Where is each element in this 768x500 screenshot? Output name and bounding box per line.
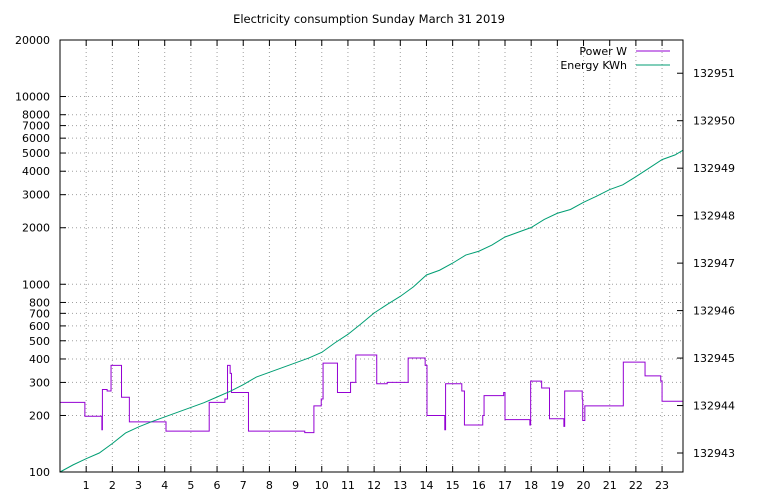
y2-tick-label: 132946 bbox=[693, 305, 735, 318]
y2-tick-label: 132947 bbox=[693, 257, 735, 270]
y-tick-label: 6000 bbox=[22, 132, 50, 145]
y-tick-label: 1000 bbox=[22, 278, 50, 291]
x-tick-label: 13 bbox=[393, 479, 407, 492]
y2-tick-label: 132943 bbox=[693, 447, 735, 460]
y-tick-label: 100 bbox=[29, 466, 50, 479]
series-line-energy bbox=[59, 149, 684, 473]
x-tick-label: 3 bbox=[135, 479, 142, 492]
legend: Power W Energy KWh bbox=[560, 45, 670, 72]
y2-tick-label: 132945 bbox=[693, 352, 735, 365]
legend-label-power: Power W bbox=[579, 45, 627, 58]
y-tick-label: 7000 bbox=[22, 120, 50, 133]
x-tick-label: 7 bbox=[240, 479, 247, 492]
x-tick-label: 6 bbox=[214, 479, 221, 492]
plot-frame bbox=[59, 39, 684, 473]
x-tick-label: 11 bbox=[341, 479, 355, 492]
x-tick-label: 17 bbox=[498, 479, 512, 492]
x-tick-label: 1 bbox=[83, 479, 90, 492]
x-tick-label: 19 bbox=[550, 479, 564, 492]
x-tick-label: 10 bbox=[315, 479, 329, 492]
y-tick-label: 200 bbox=[29, 409, 50, 422]
ticks: 1 2 3 4 5 6 7 8 9 10 11 12 13 14 15 16 17 18 19 20 21 22 23100… bbox=[15, 34, 735, 492]
series bbox=[59, 149, 684, 473]
chart-title: Electricity consumption Sunday March 31 … bbox=[233, 12, 505, 26]
x-tick-label: 2 bbox=[109, 479, 116, 492]
y-tick-label: 3000 bbox=[22, 189, 50, 202]
y2-tick-label: 132948 bbox=[693, 210, 735, 223]
x-tick-label: 21 bbox=[603, 479, 617, 492]
y-tick-label: 800 bbox=[29, 296, 50, 309]
x-tick-label: 4 bbox=[161, 479, 168, 492]
x-tick-label: 18 bbox=[524, 479, 538, 492]
x-tick-label: 16 bbox=[472, 479, 486, 492]
x-tick-label: 5 bbox=[187, 479, 194, 492]
y2-tick-label: 132951 bbox=[693, 67, 735, 80]
y-tick-label: 400 bbox=[29, 353, 50, 366]
x-tick-label: 8 bbox=[266, 479, 273, 492]
x-tick-label: 22 bbox=[629, 479, 643, 492]
series-line-power bbox=[60, 354, 683, 434]
y2-tick-label: 132950 bbox=[693, 115, 735, 128]
y-tick-label: 20000 bbox=[15, 34, 50, 47]
x-tick-label: 23 bbox=[655, 479, 669, 492]
y-tick-label: 4000 bbox=[22, 165, 50, 178]
x-tick-label: 9 bbox=[292, 479, 299, 492]
x-tick-label: 15 bbox=[446, 479, 460, 492]
legend-label-energy: Energy KWh bbox=[560, 59, 627, 72]
x-tick-label: 12 bbox=[367, 479, 381, 492]
y-tick-label: 10000 bbox=[15, 91, 50, 104]
y-tick-label: 300 bbox=[29, 376, 50, 389]
y-tick-label: 600 bbox=[29, 320, 50, 333]
x-tick-label: 20 bbox=[577, 479, 591, 492]
y2-tick-label: 132944 bbox=[693, 400, 735, 413]
y-tick-label: 700 bbox=[29, 307, 50, 320]
x-tick-label: 14 bbox=[419, 479, 433, 492]
y2-tick-label: 132949 bbox=[693, 162, 735, 175]
y-tick-label: 500 bbox=[29, 335, 50, 348]
y-tick-label: 5000 bbox=[22, 147, 50, 160]
y-tick-label: 8000 bbox=[22, 109, 50, 122]
y-tick-label: 2000 bbox=[22, 222, 50, 235]
